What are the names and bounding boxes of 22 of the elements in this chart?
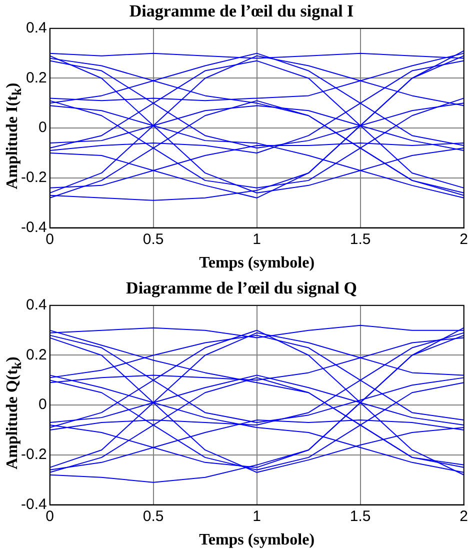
y-tick-label: 0.4	[26, 20, 47, 37]
x-tick-label: 0.5	[142, 230, 164, 248]
x-axis-title: Temps (symbole)	[199, 532, 315, 549]
x-tick-label: 1	[252, 230, 262, 248]
x-tick-label: 1.5	[350, 230, 371, 248]
y-tick-label: 0	[38, 119, 47, 136]
y-tick-label: 0.4	[26, 296, 47, 314]
y-tick-label: 0	[38, 396, 47, 414]
x-tick-label: 0.5	[142, 508, 164, 525]
x-tick-label: 1.5	[350, 508, 371, 525]
y-tick-label: 0.2	[26, 69, 47, 86]
x-tick-label: 2	[460, 508, 468, 525]
y-tick-label: 0.2	[26, 346, 47, 364]
x-axis-title: Temps (symbole)	[199, 254, 315, 272]
y-tick-label: -0.4	[20, 218, 47, 236]
x-tick-label: 1	[252, 508, 262, 525]
y-tick-label: -0.4	[20, 496, 47, 513]
chart-title: Diagramme de l’œil du signal Q	[126, 278, 357, 298]
y-tick-label: -0.2	[20, 169, 47, 186]
x-tick-label: 2	[460, 230, 468, 248]
chart-title: Diagramme de l’œil du signal I	[129, 2, 354, 21]
y-tick-label: -0.2	[20, 446, 47, 464]
